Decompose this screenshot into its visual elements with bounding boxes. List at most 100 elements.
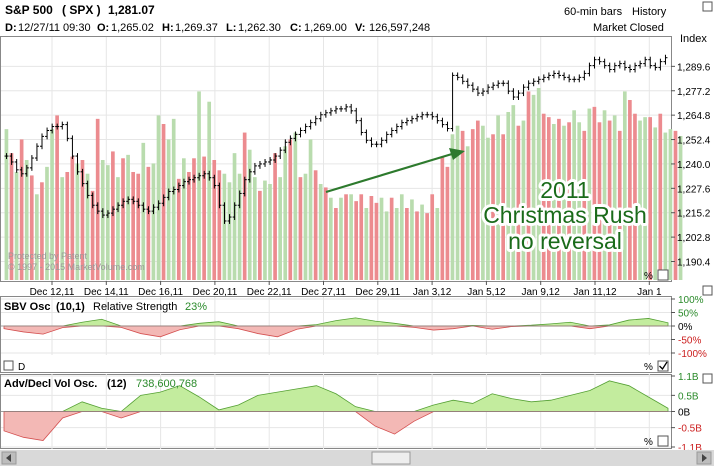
o-label: O: <box>97 22 109 34</box>
x-tick-label: Jan 5,12 <box>467 287 506 298</box>
x-tick-label: Dec 14,11 <box>84 287 129 298</box>
sbv-panel <box>0 296 672 373</box>
v-label: V: <box>355 22 365 34</box>
volume-bar <box>202 156 206 280</box>
volume-bar <box>105 165 110 280</box>
sbv-d-checkbox[interactable] <box>3 360 14 371</box>
volume-bar <box>496 115 500 280</box>
volume-bar <box>562 125 566 280</box>
volume-bar <box>354 201 359 280</box>
volume-bar <box>313 170 318 280</box>
volume-bar <box>415 211 419 280</box>
volume-bar <box>288 139 293 280</box>
volume-bar <box>298 177 303 280</box>
x-tick-label: Jan 3,12 <box>413 287 452 298</box>
sbv-sub: Relative Strength <box>93 301 177 313</box>
y-tick-label: 1,240.0 <box>677 160 711 171</box>
volume-bar <box>486 137 490 280</box>
volume-bar <box>633 113 637 280</box>
volume-bar <box>85 173 90 280</box>
adv-oscillator <box>1 380 671 441</box>
volume-bar <box>242 132 247 280</box>
sbv-checkbox[interactable] <box>657 360 669 372</box>
y-tick-label: 0% <box>678 322 693 333</box>
close-sbv-icon[interactable] <box>702 285 713 296</box>
y-tick-label: 0B <box>678 408 691 419</box>
y-tick-label: 1,264.8 <box>677 111 711 122</box>
v-value: 126,597,248 <box>369 22 430 34</box>
sbv-pct-toggle[interactable]: % <box>644 362 653 373</box>
volume-bar <box>379 197 384 280</box>
volume-bar <box>678 136 683 280</box>
x-tick-label: Dec 12,11 <box>30 287 75 298</box>
volume-bar <box>445 166 450 280</box>
volume-bar <box>100 160 105 280</box>
volume-bar <box>597 122 602 281</box>
scroll-thumb[interactable] <box>371 451 411 465</box>
volume-bar <box>29 175 34 280</box>
volume-bar <box>506 112 511 280</box>
volume-bar <box>622 91 627 280</box>
volume-bar <box>339 197 343 280</box>
y-tick-label: -50% <box>678 336 701 347</box>
volume-bar <box>572 110 576 281</box>
volume-bar <box>217 170 222 280</box>
y-tick-label: -1.1B <box>678 443 702 454</box>
price-checkbox[interactable] <box>657 269 669 281</box>
volume-bar <box>430 194 435 280</box>
volume-bar <box>359 194 364 280</box>
history-link[interactable]: History <box>632 6 667 18</box>
y-tick-label: 1,227.6 <box>677 184 711 195</box>
x-tick-label: Jan 11,12 <box>573 287 617 298</box>
adv-pct-toggle[interactable]: % <box>644 437 653 448</box>
volume-bar <box>182 158 186 280</box>
volume-bar <box>40 182 44 280</box>
volume-bar <box>247 149 252 280</box>
volume-bar <box>369 196 374 280</box>
volume-bar <box>131 172 135 280</box>
volume-bar <box>663 132 668 280</box>
volume-bar <box>607 120 612 280</box>
volume-bar <box>405 208 409 280</box>
y-tick-label: 1,252.4 <box>677 136 711 147</box>
horizontal-scrollbar[interactable] <box>0 450 714 466</box>
market-status: Market Closed <box>593 22 664 34</box>
price-pct-toggle[interactable]: % <box>644 271 653 282</box>
volume-bar <box>577 122 582 281</box>
volume-bar <box>567 122 571 281</box>
volume-bar <box>552 124 556 280</box>
volume-bar <box>303 173 308 280</box>
volume-bar <box>501 134 506 280</box>
volume-bar <box>526 91 531 280</box>
sbv-oscillator <box>1 317 671 338</box>
x-tick-label: Jan 9,12 <box>522 287 561 298</box>
volume-bar <box>121 158 125 280</box>
volume-bar <box>65 172 70 280</box>
volume-bar <box>481 125 485 280</box>
trend-arrow <box>325 148 465 194</box>
x-tick-label: Dec 16,11 <box>138 287 183 298</box>
adv-params: (12) <box>107 378 127 390</box>
adv-checkbox[interactable] <box>657 435 669 447</box>
volume-bar <box>323 187 328 280</box>
watermark-line1: Protected by Patent <box>8 251 88 261</box>
close-adv-icon[interactable] <box>702 373 713 384</box>
volume-bar <box>283 146 288 280</box>
c-label: C: <box>290 22 302 34</box>
volume-bar <box>384 211 389 280</box>
last-price: 1,281.07 <box>108 3 155 17</box>
volume-bar <box>192 158 196 280</box>
volume-bar <box>648 117 652 281</box>
adv-value: 738,600,768 <box>136 378 197 390</box>
annotation: 2011 2011 Christmas Rush Christmas Rush … <box>480 174 650 257</box>
volume-bar <box>237 173 242 280</box>
volume-bar <box>399 194 404 280</box>
volume-bar <box>516 125 521 280</box>
volume-bar <box>293 132 298 280</box>
ticker: ( SPX ) <box>62 3 101 17</box>
volume-bar <box>212 160 217 280</box>
volume-bar <box>171 118 176 280</box>
close-panel-icon[interactable] <box>702 1 713 12</box>
sbv-y-axis: 100% 50% 0% -50% -100% <box>671 295 707 360</box>
